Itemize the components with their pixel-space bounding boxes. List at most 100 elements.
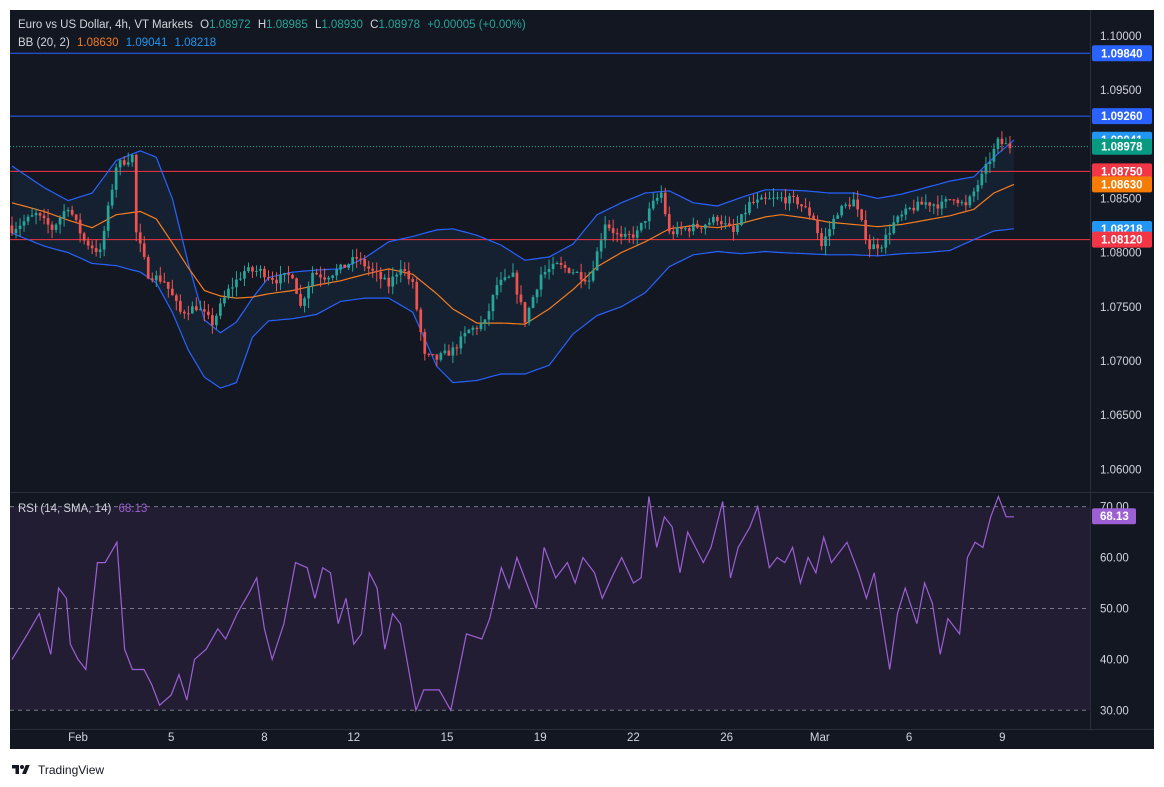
candle[interactable] — [114, 163, 118, 198]
candle[interactable] — [102, 225, 106, 257]
price-tag[interactable]: 1.09260 — [1092, 108, 1152, 125]
candle[interactable] — [479, 315, 483, 332]
candle[interactable] — [599, 232, 603, 259]
candle[interactable] — [944, 196, 948, 209]
candle[interactable] — [443, 343, 447, 355]
candle[interactable] — [579, 263, 583, 289]
candle[interactable] — [764, 192, 767, 205]
candle[interactable] — [14, 221, 18, 239]
candle[interactable] — [211, 307, 214, 334]
candle[interactable] — [403, 262, 407, 277]
candle[interactable] — [271, 271, 274, 285]
candle[interactable] — [1004, 137, 1008, 145]
candle[interactable] — [138, 223, 142, 253]
candle[interactable] — [864, 210, 867, 245]
candle[interactable] — [162, 272, 166, 284]
candle[interactable] — [303, 296, 306, 313]
candle[interactable] — [836, 212, 839, 220]
candle[interactable] — [66, 207, 70, 217]
candle[interactable] — [868, 234, 871, 258]
candle[interactable] — [419, 307, 423, 341]
candle[interactable] — [784, 188, 787, 210]
candle[interactable] — [195, 297, 198, 312]
candle[interactable] — [179, 294, 182, 315]
candle[interactable] — [134, 153, 138, 242]
candle[interactable] — [54, 223, 58, 233]
candle[interactable] — [431, 354, 435, 356]
candle[interactable] — [331, 274, 334, 281]
candle[interactable] — [563, 261, 567, 273]
candle[interactable] — [363, 254, 366, 272]
candle[interactable] — [411, 276, 415, 289]
candle[interactable] — [848, 197, 851, 210]
candle[interactable] — [150, 272, 154, 283]
candle[interactable] — [912, 199, 916, 214]
candle[interactable] — [519, 285, 523, 305]
candle[interactable] — [523, 301, 527, 328]
candle[interactable] — [744, 204, 747, 223]
candle[interactable] — [555, 261, 559, 265]
candle[interactable] — [700, 227, 703, 234]
candle[interactable] — [760, 194, 763, 200]
candle[interactable] — [30, 208, 34, 218]
candle[interactable] — [647, 202, 651, 230]
candle[interactable] — [26, 214, 30, 226]
candle[interactable] — [191, 301, 194, 314]
candle[interactable] — [796, 194, 799, 209]
candle[interactable] — [736, 215, 739, 235]
bb-upper-line[interactable] — [11, 139, 1015, 334]
candle[interactable] — [279, 265, 282, 291]
candle[interactable] — [22, 214, 26, 232]
candle[interactable] — [776, 191, 779, 200]
candle[interactable] — [792, 190, 795, 204]
candle[interactable] — [511, 263, 515, 278]
candle[interactable] — [607, 219, 611, 232]
candle[interactable] — [748, 196, 751, 216]
candle[interactable] — [908, 206, 912, 211]
candle[interactable] — [343, 264, 346, 268]
candle[interactable] — [976, 179, 980, 201]
candle[interactable] — [988, 152, 992, 174]
candle[interactable] — [940, 195, 944, 216]
candle[interactable] — [531, 295, 535, 309]
candle[interactable] — [527, 306, 531, 326]
price-tag[interactable]: 1.08630 — [1092, 176, 1152, 193]
candle[interactable] — [659, 185, 663, 203]
candle[interactable] — [58, 215, 62, 234]
candle[interactable] — [18, 218, 22, 237]
candle[interactable] — [904, 204, 908, 220]
candle[interactable] — [692, 217, 695, 236]
candle[interactable] — [675, 221, 679, 238]
candle[interactable] — [255, 265, 258, 277]
candle[interactable] — [740, 213, 743, 227]
candle[interactable] — [680, 221, 683, 236]
candle[interactable] — [267, 270, 270, 281]
candle[interactable] — [728, 216, 731, 228]
candle[interactable] — [499, 272, 503, 293]
candle[interactable] — [716, 214, 719, 226]
candle[interactable] — [684, 226, 687, 232]
price-tag[interactable]: 1.08120 — [1092, 231, 1152, 248]
candle[interactable] — [860, 208, 863, 222]
candle[interactable] — [263, 265, 266, 283]
price-pane[interactable] — [10, 52, 1090, 389]
candle[interactable] — [471, 325, 475, 336]
candle[interactable] — [948, 199, 952, 201]
candle[interactable] — [880, 244, 883, 253]
candle[interactable] — [110, 184, 114, 209]
candle[interactable] — [603, 216, 607, 249]
candle[interactable] — [543, 265, 547, 279]
candle[interactable] — [315, 268, 318, 276]
candle[interactable] — [960, 199, 964, 206]
candle[interactable] — [932, 203, 936, 214]
candle[interactable] — [187, 305, 190, 321]
candle[interactable] — [34, 208, 38, 225]
candle[interactable] — [227, 284, 230, 300]
candle[interactable] — [655, 193, 659, 205]
candle[interactable] — [591, 260, 595, 283]
candle[interactable] — [595, 247, 599, 271]
candle[interactable] — [90, 240, 94, 255]
candle[interactable] — [639, 222, 643, 233]
candle[interactable] — [166, 281, 170, 298]
tradingview-brand[interactable]: TradingView — [10, 761, 104, 779]
